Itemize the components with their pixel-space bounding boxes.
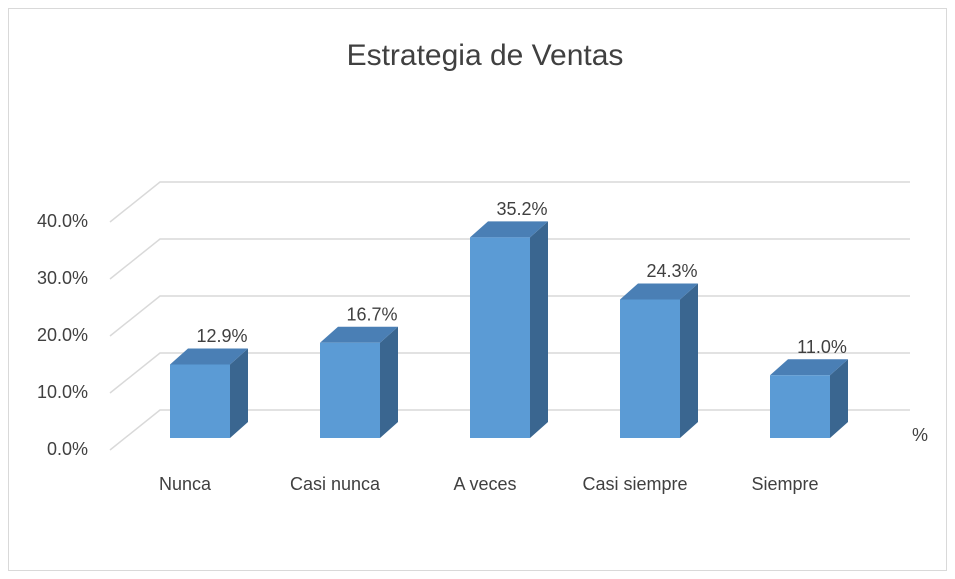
bar-top [320,326,398,343]
bar-side [830,359,848,438]
bar [620,283,698,438]
bar [470,221,548,438]
bar-side [230,348,248,438]
bar-side [380,326,398,438]
bar-top [770,359,848,376]
bar [170,348,248,438]
bar-front [470,237,530,438]
data-label: 35.2% [496,199,547,219]
x-tick-label: Nunca [159,474,212,494]
bar [770,359,848,438]
data-label: 16.7% [346,305,397,325]
x-tick-label: A veces [453,474,516,494]
y-tick-label: 40.0% [37,211,88,231]
x-tick-label: Siempre [751,474,818,494]
y-tick-label: 30.0% [37,268,88,288]
data-label: 12.9% [196,326,247,346]
bar-side [530,221,548,438]
bar-top [470,221,548,238]
bar-front [320,342,380,438]
y-tick-label: 0.0% [47,439,88,459]
x-tick-label: Casi nunca [290,474,381,494]
bar-front [770,375,830,438]
data-label: 11.0% [797,337,847,357]
grid-line [109,238,910,280]
grid-line [109,181,910,223]
y-tick-label: 20.0% [37,325,88,345]
chart-title: Estrategia de Ventas [347,39,624,72]
bar-front [620,299,680,438]
bar-front [170,364,230,438]
bar-top [170,348,248,365]
x-tick-label: Casi siempre [582,474,687,494]
bar-side [680,283,698,438]
data-label: 24.3% [646,261,697,281]
y-tick-label: 10.0% [37,382,88,402]
axis-label: % [912,425,928,445]
bar [320,326,398,438]
bar-top [620,283,698,300]
